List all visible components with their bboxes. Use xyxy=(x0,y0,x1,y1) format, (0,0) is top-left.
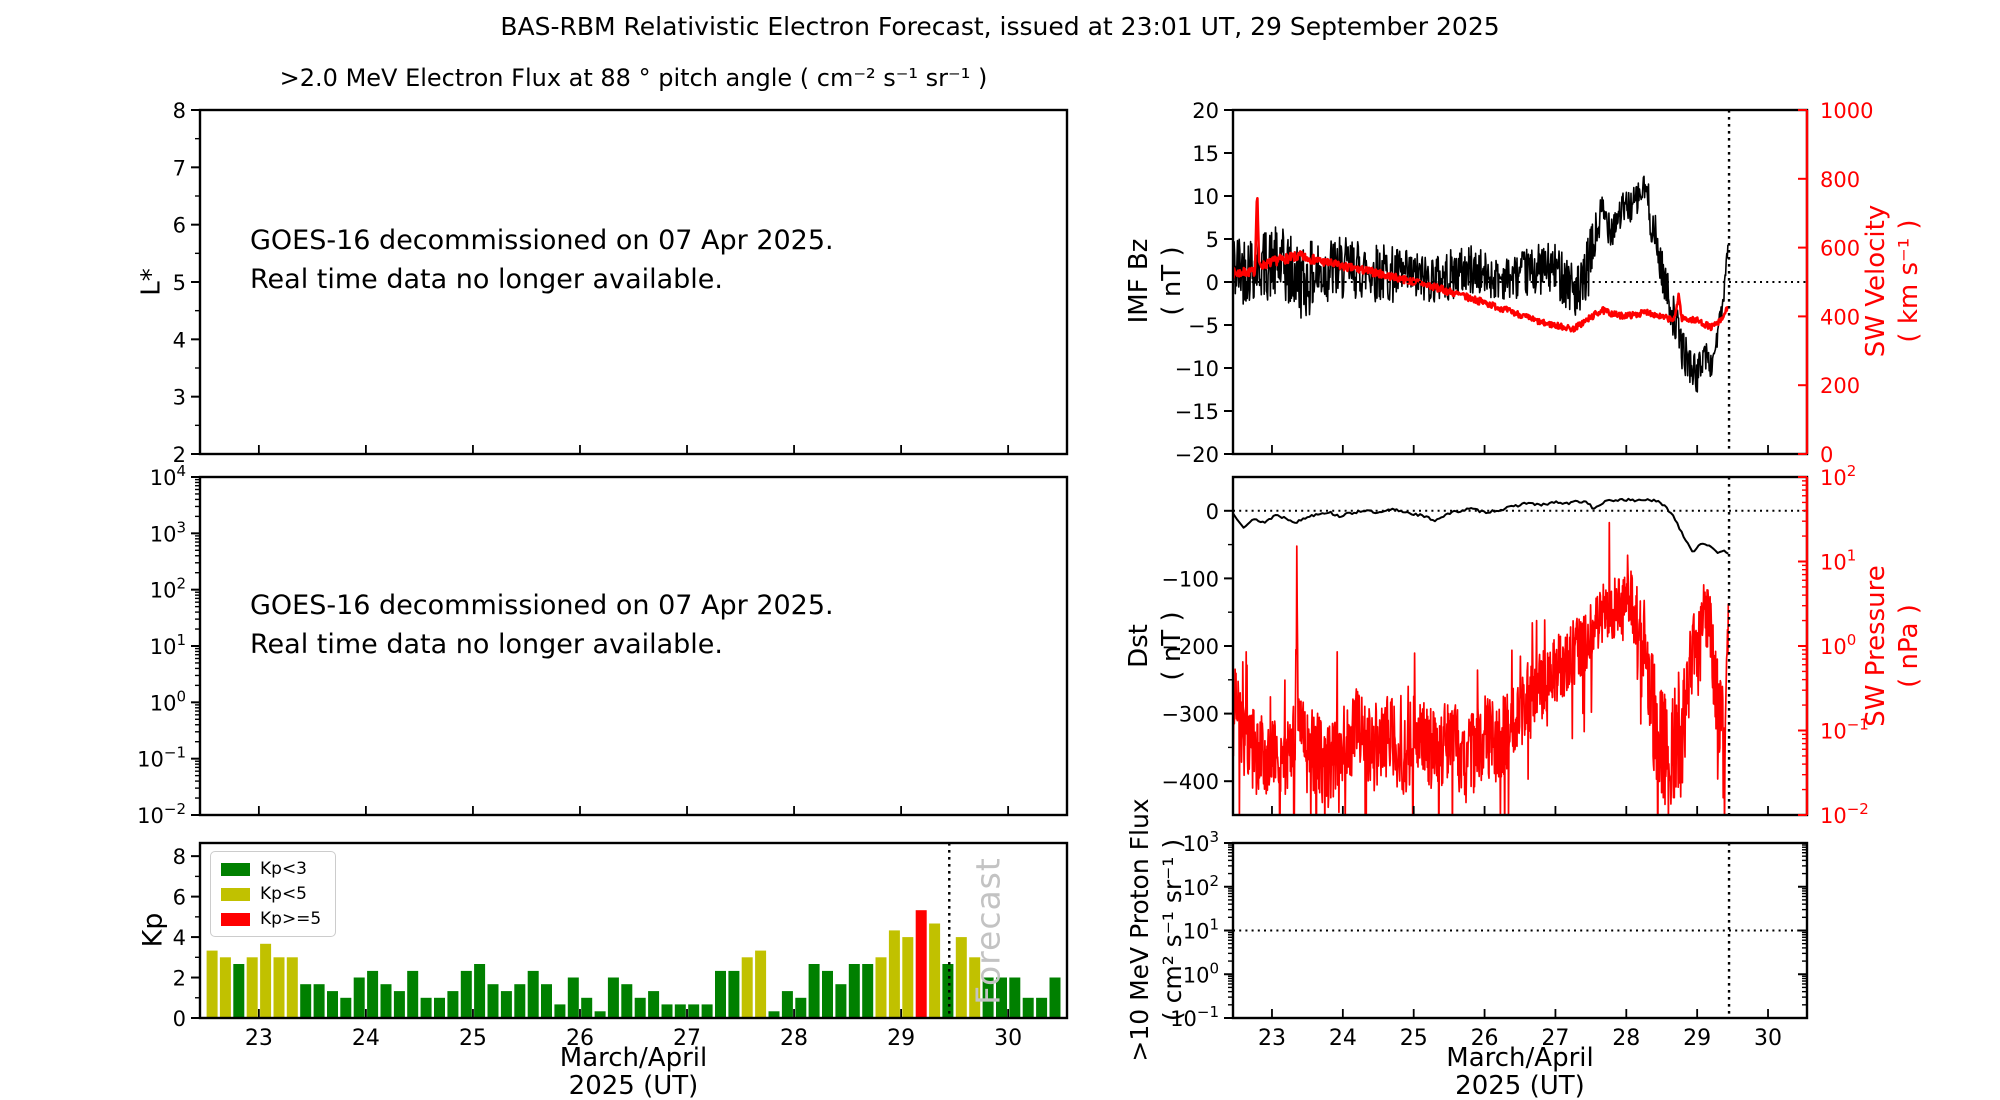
kp-high-swatch-icon xyxy=(221,912,250,926)
imf-bz-axis-label-line1: IMF Bz xyxy=(1124,238,1154,324)
svg-text:10−2: 10−2 xyxy=(1820,800,1869,828)
dst-axis-label-line1: Dst xyxy=(1124,624,1154,668)
svg-text:104: 104 xyxy=(150,462,186,490)
svg-text:0: 0 xyxy=(1206,500,1219,524)
svg-text:6: 6 xyxy=(173,214,186,238)
svg-text:−15: −15 xyxy=(1175,400,1219,424)
svg-text:101: 101 xyxy=(1820,547,1856,575)
svg-text:200: 200 xyxy=(1820,374,1860,398)
svg-text:10−2: 10−2 xyxy=(137,800,186,828)
kp-legend: Kp<3 Kp<5 Kp>=5 xyxy=(210,851,337,937)
goes-message-top: GOES-16 decommissioned on 07 Apr 2025. R… xyxy=(250,221,834,299)
svg-text:102: 102 xyxy=(150,575,186,603)
svg-text:6: 6 xyxy=(173,886,186,910)
kp-legend-item-low: Kp<3 xyxy=(221,859,321,879)
svg-text:5: 5 xyxy=(1206,228,1219,252)
svg-text:8: 8 xyxy=(173,845,186,869)
sw-velocity-axis-label-line2: ( km s⁻¹ ) xyxy=(1894,219,1924,343)
proton-xaxis-label-line2: 2025 (UT) xyxy=(1455,1071,1585,1100)
kp-mid-swatch-icon xyxy=(221,887,250,901)
kp-xaxis-label: March/April 2025 (UT) xyxy=(200,1044,1067,1100)
sw-velocity-axis-label-line1: SW Velocity xyxy=(1861,204,1891,358)
svg-text:15: 15 xyxy=(1192,142,1219,166)
sw-pressure-axis-label-line2: ( nPa ) xyxy=(1894,604,1924,688)
svg-text:400: 400 xyxy=(1820,305,1860,329)
goes-message-top-line1: GOES-16 decommissioned on 07 Apr 2025. xyxy=(250,225,834,256)
goes-message-middle-line1: GOES-16 decommissioned on 07 Apr 2025. xyxy=(250,590,834,621)
goes-message-top-line2: Real time data no longer available. xyxy=(250,264,724,295)
proton-flux-axis-label-line2: ( cm² s⁻¹ sr⁻¹ ) xyxy=(1158,838,1187,1022)
kp-axis-label: Kp xyxy=(137,912,169,948)
svg-text:600: 600 xyxy=(1820,237,1860,261)
figure-title: BAS-RBM Relativistic Electron Forecast, … xyxy=(500,12,1500,41)
svg-text:−300: −300 xyxy=(1161,703,1219,727)
sw-velocity-axis-label: SW Velocity ( km s⁻¹ ) xyxy=(1860,205,1926,357)
proton-xaxis-label-line1: March/April xyxy=(1446,1043,1594,1073)
kp-xaxis-label-line1: March/April xyxy=(559,1043,708,1073)
imf-bz-axis-label: IMF Bz ( nT ) xyxy=(1123,239,1189,324)
svg-text:0: 0 xyxy=(1206,271,1219,295)
svg-text:10−1: 10−1 xyxy=(137,744,186,772)
svg-text:−10: −10 xyxy=(1175,357,1219,381)
svg-text:0: 0 xyxy=(173,1007,186,1031)
svg-text:5: 5 xyxy=(173,271,186,295)
proton-flux-axis-label-line1: >10 MeV Proton Flux xyxy=(1125,798,1154,1062)
svg-text:4: 4 xyxy=(173,328,186,352)
kp-high-label: Kp>=5 xyxy=(260,909,322,929)
svg-text:8: 8 xyxy=(173,99,186,123)
svg-text:−20: −20 xyxy=(1175,443,1219,467)
svg-text:7: 7 xyxy=(173,156,186,180)
svg-text:100: 100 xyxy=(150,687,186,715)
kp-legend-item-mid: Kp<5 xyxy=(221,884,321,904)
svg-text:−5: −5 xyxy=(1188,314,1219,338)
kp-mid-label: Kp<5 xyxy=(260,884,307,904)
lstar-axis-label: L* xyxy=(136,268,167,296)
svg-text:3: 3 xyxy=(173,386,186,410)
electron-flux-panel-title: >2.0 MeV Electron Flux at 88 ° pitch ang… xyxy=(279,64,988,92)
dst-axis-label-line2: ( nT ) xyxy=(1157,611,1187,681)
forecast-watermark: Forecast xyxy=(968,857,1008,1005)
svg-text:−400: −400 xyxy=(1161,770,1219,794)
svg-text:1000: 1000 xyxy=(1820,99,1873,123)
svg-text:0: 0 xyxy=(1820,443,1833,467)
svg-text:101: 101 xyxy=(150,631,186,659)
kp-low-label: Kp<3 xyxy=(260,859,307,879)
proton-xaxis-label: March/April 2025 (UT) xyxy=(1233,1044,1807,1100)
proton-flux-axis-label: >10 MeV Proton Flux ( cm² s⁻¹ sr⁻¹ ) xyxy=(1123,798,1189,1061)
kp-xaxis-label-line2: 2025 (UT) xyxy=(568,1071,699,1100)
svg-text:103: 103 xyxy=(150,518,186,546)
sw-pressure-axis-label-line1: SW Pressure xyxy=(1861,565,1891,727)
svg-text:4: 4 xyxy=(173,926,186,950)
goes-message-middle-line2: Real time data no longer available. xyxy=(250,629,724,660)
svg-text:10: 10 xyxy=(1192,185,1219,209)
svg-text:20: 20 xyxy=(1192,99,1219,123)
kp-low-swatch-icon xyxy=(221,862,250,876)
kp-legend-item-high: Kp>=5 xyxy=(221,909,321,929)
svg-text:2: 2 xyxy=(173,443,186,467)
goes-message-middle: GOES-16 decommissioned on 07 Apr 2025. R… xyxy=(250,586,834,664)
sw-pressure-axis-label: SW Pressure ( nPa ) xyxy=(1860,565,1926,727)
imf-bz-axis-label-line2: ( nT ) xyxy=(1157,246,1187,316)
dst-axis-label: Dst ( nT ) xyxy=(1123,611,1189,680)
svg-text:2: 2 xyxy=(173,967,186,991)
svg-text:−100: −100 xyxy=(1161,567,1219,591)
svg-text:100: 100 xyxy=(1820,631,1856,659)
svg-text:800: 800 xyxy=(1820,168,1860,192)
svg-text:102: 102 xyxy=(1820,462,1856,490)
